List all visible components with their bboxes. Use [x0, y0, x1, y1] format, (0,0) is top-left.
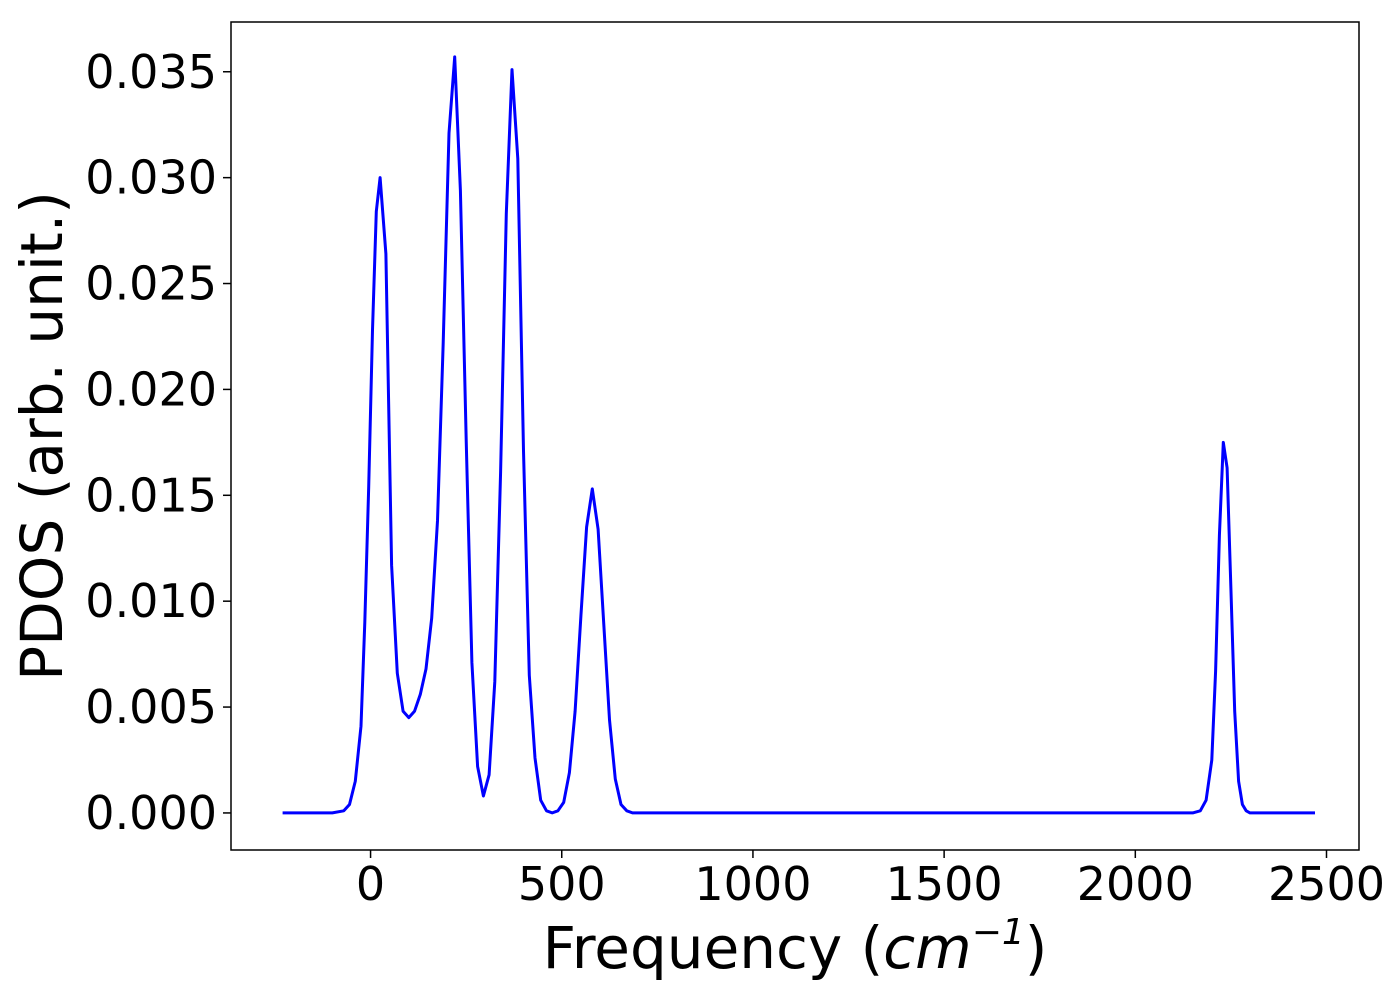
y-axis-ticks: 0.000 0.005 0.010 0.015 0.020 0.025 0.030 0.035 — [85, 45, 231, 840]
y-tick-label: 0.025 — [85, 257, 217, 311]
x-tick-label: 1000 — [694, 857, 811, 911]
axes-frame — [230, 21, 1360, 851]
x-tick-label: 0 — [356, 857, 385, 911]
y-tick-label: 0.015 — [85, 468, 217, 522]
x-tick-label: 2000 — [1077, 857, 1194, 911]
plot-area — [230, 21, 1360, 851]
series-layer — [282, 55, 1315, 815]
pdos-series-line — [282, 55, 1315, 815]
y-tick-label: 0.005 — [85, 680, 217, 734]
y-tick-label: 0.010 — [85, 574, 217, 628]
x-tick-label: 500 — [518, 857, 606, 911]
y-axis-label: PDOS (arb. unit.) — [8, 191, 76, 681]
x-axis-label: Frequency (cm−1) — [543, 912, 1048, 982]
y-tick-label: 0.020 — [85, 362, 217, 416]
y-tick-label: 0.000 — [85, 786, 217, 840]
y-tick-label: 0.030 — [85, 151, 217, 205]
x-axis-ticks: 0 500 1000 1500 2000 2500 — [356, 850, 1385, 911]
x-tick-label: 1500 — [886, 857, 1003, 911]
y-tick-label: 0.035 — [85, 45, 217, 99]
x-tick-label: 2500 — [1268, 857, 1385, 911]
